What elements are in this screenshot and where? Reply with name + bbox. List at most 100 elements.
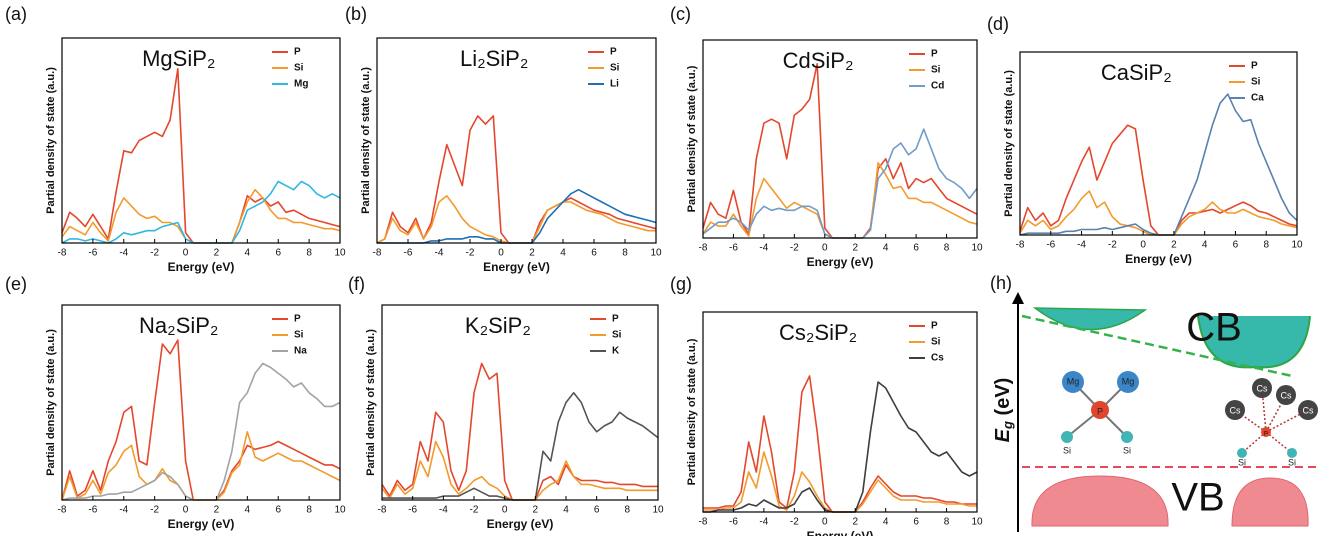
atom-label: P xyxy=(1097,406,1103,416)
legend-label: Cd xyxy=(931,81,944,92)
bonds-right xyxy=(1234,387,1309,454)
x-tick-label: 0 xyxy=(1140,240,1146,251)
legend-label: P xyxy=(294,47,301,58)
x-tick-label: -4 xyxy=(1077,240,1086,251)
x-tick-label: 10 xyxy=(334,505,346,516)
pdos-panel: (d) -8 -6 -4 -2 0 2 4 6 8 10 Energy (eV) Partial den… xyxy=(987,14,1303,266)
x-tick-label: 6 xyxy=(275,505,281,516)
chart-title: Cs₂SiP₂ xyxy=(779,320,857,345)
x-axis-label: Energy (eV) xyxy=(483,260,550,274)
x-axis-label: Energy (eV) xyxy=(1125,252,1192,266)
legend-label: K xyxy=(612,346,620,357)
x-tick-label: -4 xyxy=(759,517,768,528)
legend-label: Si xyxy=(1251,77,1261,88)
atom-label: Cs xyxy=(1257,383,1268,393)
atom-label: Si xyxy=(1123,445,1131,455)
x-tick-label: 10 xyxy=(1291,240,1303,251)
x-tick-label: -8 xyxy=(1016,240,1025,251)
x-tick-label: -6 xyxy=(88,248,97,259)
x-tick-label: 4 xyxy=(883,243,889,254)
pdos-panel: (f) -8 -6 -4 -2 0 2 4 6 8 10 Energy (eV) Partial den… xyxy=(348,274,664,531)
legend-label: P xyxy=(931,49,938,60)
x-tick-label: 0 xyxy=(502,505,508,516)
x-tick-label: -6 xyxy=(408,505,417,516)
x-tick-label: 8 xyxy=(944,517,950,528)
plot-frame xyxy=(702,39,978,239)
plot-frame xyxy=(376,37,657,244)
atom xyxy=(1252,378,1272,398)
x-axis-label: Energy (eV) xyxy=(807,529,874,536)
x-tick-label: 2 xyxy=(214,248,220,259)
x-tick-label: 2 xyxy=(529,248,535,259)
x-tick-label: -8 xyxy=(378,505,387,516)
x-tick-label: -2 xyxy=(790,243,799,254)
x-tick-label: 8 xyxy=(306,505,312,516)
x-tick-label: 2 xyxy=(852,243,858,254)
atom xyxy=(1117,371,1139,393)
legend-label: P xyxy=(294,314,301,325)
y-axis-label: Partial density of state (a.u.) xyxy=(1003,70,1015,217)
atom xyxy=(1062,371,1084,393)
plot-frame xyxy=(61,37,341,244)
valence-band-right xyxy=(1231,477,1309,527)
x-tick-label: -8 xyxy=(58,248,67,259)
panel-label: (a) xyxy=(5,4,27,24)
panel-label: (d) xyxy=(987,14,1009,34)
y-axis-label: Partial density of state (a.u.) xyxy=(686,338,698,485)
x-tick-label: 6 xyxy=(591,248,597,259)
atom xyxy=(1261,427,1271,437)
atom-label: Cs xyxy=(1230,405,1241,415)
x-tick-label: 0 xyxy=(183,248,189,259)
chart-title: K₂SiP₂ xyxy=(465,313,531,338)
x-tick-label: 0 xyxy=(822,517,828,528)
x-tick-label: -8 xyxy=(699,243,708,254)
atom-label: Mg xyxy=(1122,376,1135,386)
pdos-line xyxy=(61,68,341,244)
legend-label: Si xyxy=(931,65,941,76)
legend-label: Mg xyxy=(294,79,308,90)
legend-label: P xyxy=(1251,61,1258,72)
x-tick-label: 6 xyxy=(913,517,919,528)
chart-title: CaSiP₂ xyxy=(1101,60,1172,85)
panel-label: (c) xyxy=(670,4,691,24)
y-axis-label: Partial density of state (a.u.) xyxy=(360,67,372,214)
cb-label: CB xyxy=(1186,306,1242,350)
plot-frame xyxy=(1019,51,1298,236)
x-tick-label: -4 xyxy=(119,248,128,259)
x-tick-label: 10 xyxy=(652,505,664,516)
valence-band-left xyxy=(1031,475,1169,527)
legend-label: Si xyxy=(612,330,622,341)
atom xyxy=(1276,385,1296,405)
panel-label: (f) xyxy=(348,274,365,294)
legend-label: Na xyxy=(294,346,307,357)
x-tick-label: 10 xyxy=(650,248,662,259)
pdos-panel: (b) -8 -6 -4 -2 0 2 4 6 8 10 Energy (eV) Partial den… xyxy=(345,4,662,274)
x-axis-label: Energy (eV) xyxy=(168,260,235,274)
x-tick-label: 8 xyxy=(1263,240,1269,251)
pdos-panel: (a) -8 -6 -4 -2 0 2 4 6 8 10 Energy (eV) Partial den… xyxy=(5,4,346,274)
x-tick-label: -2 xyxy=(470,505,479,516)
x-tick-label: 4 xyxy=(245,505,251,516)
x-tick-label: 2 xyxy=(1171,240,1177,251)
x-tick-label: 6 xyxy=(275,248,281,259)
legend-label: P xyxy=(610,47,617,58)
x-tick-label: 0 xyxy=(183,505,189,516)
x-axis-label: Energy (eV) xyxy=(168,517,235,531)
conduction-band-left xyxy=(1032,307,1148,331)
y-axis-label: Partial density of state (a.u.) xyxy=(365,329,377,476)
axis-label: Eg (eV) xyxy=(992,378,1015,443)
legend-label: Cs xyxy=(931,353,944,364)
x-tick-label: -4 xyxy=(435,248,444,259)
pdos-line xyxy=(61,431,341,501)
x-tick-label: 0 xyxy=(822,243,828,254)
atom-label: Si xyxy=(1238,457,1246,467)
legend-label: P xyxy=(931,321,938,332)
x-tick-label: 4 xyxy=(883,517,889,528)
atom xyxy=(1225,400,1245,420)
x-tick-label: 2 xyxy=(214,505,220,516)
y-axis-label: Partial density of state (a.u.) xyxy=(45,67,57,214)
x-tick-label: 8 xyxy=(622,248,628,259)
x-tick-label: 6 xyxy=(594,505,600,516)
atom xyxy=(1121,431,1133,443)
